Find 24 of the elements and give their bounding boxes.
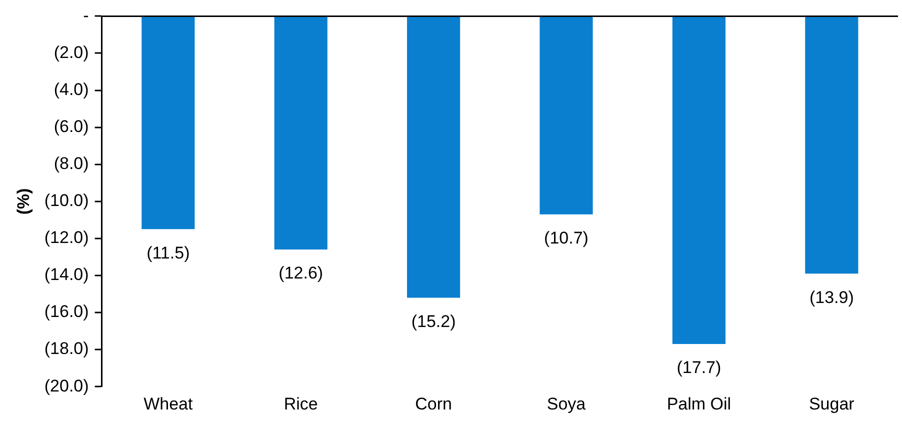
y-axis-title: (%) — [14, 188, 33, 215]
data-label: (13.9) — [809, 288, 854, 307]
y-tick-label: (14.0) — [44, 265, 89, 284]
x-tick-label: Palm Oil — [666, 394, 732, 414]
y-tick-label: (10.0) — [44, 191, 89, 210]
y-tick-label: (16.0) — [44, 302, 89, 322]
y-tick-label: (4.0) — [54, 80, 89, 99]
y-tick-label: (20.0) — [44, 376, 89, 396]
y-tick-label: (6.0) — [54, 117, 89, 136]
y-tick-label: (12.0) — [44, 228, 89, 248]
y-tick-label: (2.0) — [54, 42, 89, 62]
x-tick-label: Wheat — [144, 394, 193, 414]
data-label: (10.7) — [544, 228, 588, 248]
x-tick-label: Soya — [546, 394, 586, 414]
y-tick-label: (8.0) — [54, 154, 89, 174]
data-label: (12.6) — [278, 264, 324, 283]
data-label: (15.2) — [411, 312, 456, 331]
x-tick-label: Rice — [284, 394, 318, 414]
data-label: (17.7) — [676, 358, 722, 378]
y-tick-label: - — [83, 6, 89, 25]
x-tick-label: Corn — [415, 394, 452, 414]
x-tick-label: Sugar — [808, 394, 855, 414]
y-tick-label: (18.0) — [44, 339, 89, 358]
data-label: (11.5) — [146, 243, 190, 262]
